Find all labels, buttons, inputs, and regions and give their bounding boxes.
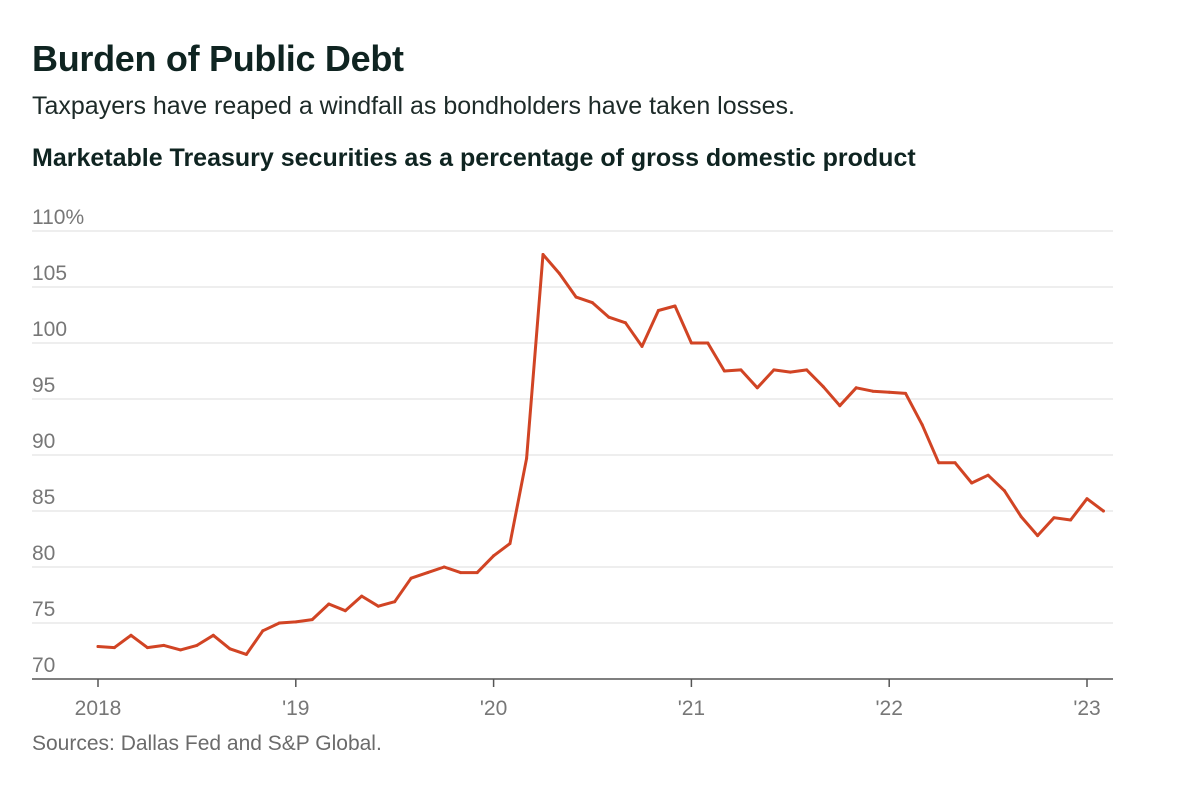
- x-tick-label: '23: [1073, 697, 1100, 720]
- data-point: [624, 321, 627, 325]
- y-tick-label: 75: [32, 598, 55, 621]
- data-point: [1036, 534, 1040, 538]
- data-point: [96, 645, 100, 648]
- data-point: [706, 341, 710, 345]
- data-point: [1101, 509, 1105, 513]
- data-point: [1085, 497, 1089, 501]
- data-point: [508, 542, 512, 545]
- x-axis-ticks: 2018 '19 '20 '21 '22 '23: [75, 679, 1101, 720]
- data-point: [162, 643, 166, 647]
- data-point: [442, 565, 446, 569]
- page-subtitle: Taxpayers have reaped a windfall as bond…: [32, 92, 795, 120]
- y-tick-label: 85: [32, 486, 55, 509]
- series-line-0: [96, 253, 1105, 656]
- data-point: [244, 652, 248, 656]
- data-point: [195, 643, 199, 647]
- data-point: [673, 304, 677, 308]
- x-tick-label: '22: [876, 697, 903, 720]
- data-point: [112, 646, 116, 650]
- y-tick-label: 70: [32, 654, 55, 677]
- data-point: [887, 390, 891, 394]
- y-tick-label: 100: [32, 318, 67, 341]
- data-point: [871, 389, 875, 393]
- data-point: [838, 404, 842, 408]
- data-point: [294, 620, 298, 624]
- x-tick-label: '21: [678, 697, 705, 720]
- data-point: [426, 571, 430, 575]
- data-point: [343, 609, 347, 613]
- data-point: [656, 309, 660, 312]
- data-point: [1052, 516, 1056, 520]
- data-point: [755, 386, 759, 390]
- data-point: [129, 633, 133, 637]
- data-point: [739, 368, 743, 372]
- y-tick-label: 95: [32, 374, 55, 397]
- data-point: [409, 576, 413, 580]
- data-point: [937, 461, 941, 465]
- data-point: [970, 481, 974, 485]
- data-point: [689, 341, 693, 345]
- source-note: Sources: Dallas Fed and S&P Global.: [32, 732, 382, 755]
- y-tick-label: 80: [32, 542, 55, 565]
- data-point: [310, 618, 314, 622]
- y-tick-label: 105: [32, 262, 67, 285]
- x-tick-label: '19: [282, 697, 309, 720]
- series-layer: [96, 253, 1105, 656]
- y-tick-label: 90: [32, 430, 55, 453]
- data-point: [1003, 489, 1006, 493]
- data-point: [360, 594, 364, 598]
- chart-title: Marketable Treasury securities as a perc…: [32, 144, 916, 172]
- data-point: [179, 648, 182, 652]
- data-point: [986, 473, 990, 477]
- data-point: [574, 295, 578, 299]
- data-point: [393, 600, 397, 604]
- data-point: [525, 456, 529, 460]
- y-tick-label: 110%: [32, 206, 84, 229]
- gridlines: [32, 230, 1113, 680]
- data-point: [953, 461, 957, 465]
- page-title: Burden of Public Debt: [32, 38, 404, 79]
- data-point: [591, 301, 594, 305]
- data-point: [805, 368, 809, 372]
- x-tick-label: '20: [480, 697, 507, 720]
- data-point: [558, 272, 561, 276]
- data-point: [772, 368, 776, 372]
- data-point: [904, 391, 908, 395]
- data-point: [821, 385, 825, 389]
- data-point: [211, 633, 215, 637]
- data-point: [228, 647, 232, 651]
- data-point: [475, 571, 479, 575]
- data-point: [261, 629, 265, 633]
- data-point: [640, 344, 644, 348]
- data-point: [854, 386, 858, 390]
- data-point: [145, 646, 149, 650]
- data-point: [492, 554, 496, 558]
- data-point: [327, 602, 331, 606]
- data-point: [1019, 515, 1023, 519]
- data-point: [277, 621, 281, 625]
- data-point: [541, 253, 545, 256]
- data-point: [722, 369, 726, 373]
- data-point: [607, 315, 611, 319]
- data-point: [376, 604, 380, 608]
- y-axis-ticks: 110% 105 100 95 90 85 80 75 70: [32, 206, 84, 677]
- data-point: [920, 423, 924, 427]
- data-point: [459, 571, 463, 575]
- x-tick-label: 2018: [75, 697, 122, 720]
- data-point: [788, 370, 792, 374]
- data-point: [1069, 518, 1073, 522]
